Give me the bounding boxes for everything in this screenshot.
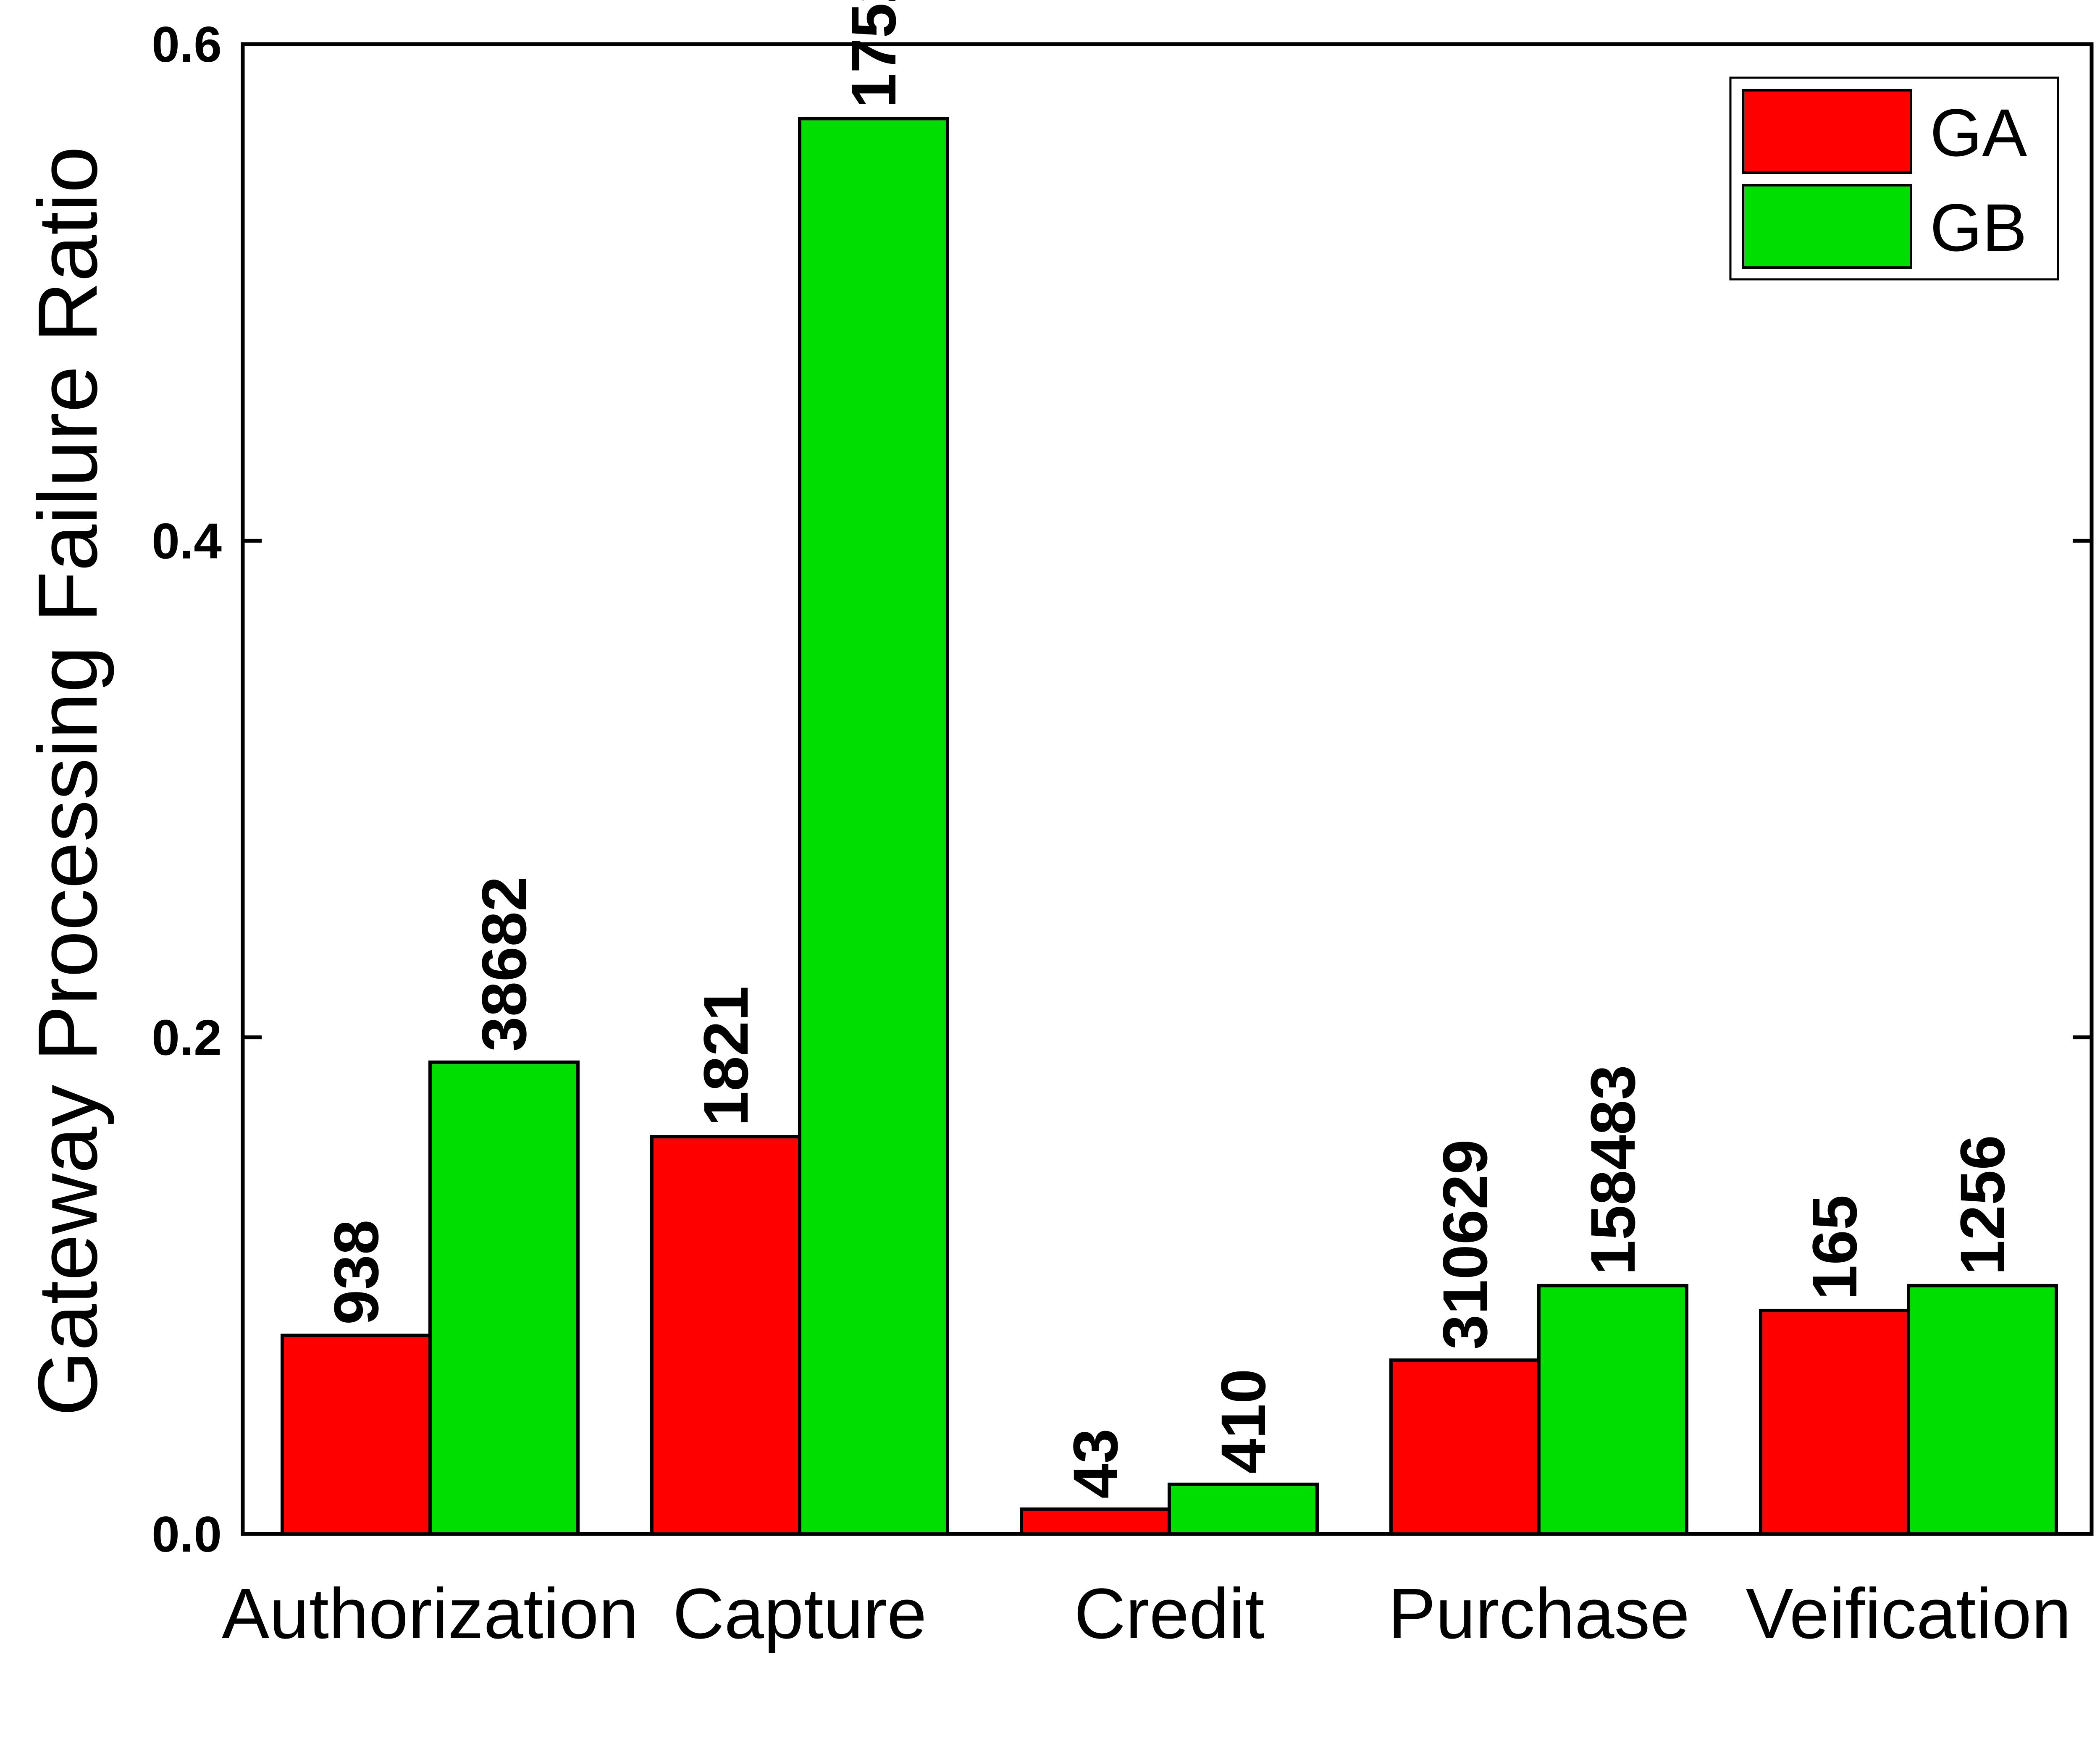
data-label-gb-capture: 175287 [838, 0, 909, 108]
y-tick-label: 0.0 [152, 1506, 222, 1563]
y-axis-title: Gateway Processing Failure Ratio [21, 146, 115, 1416]
bar-gb-credit [1168, 1482, 1319, 1536]
data-label-ga-capture: 1821 [690, 986, 761, 1126]
legend-label-gb: GB [1930, 190, 2027, 265]
bar-ga-veification [1759, 1308, 1910, 1536]
bar-ga-authorization [281, 1334, 432, 1536]
bar-gb-purchase [1537, 1284, 1688, 1536]
bar-gb-veification [1907, 1284, 2058, 1536]
x-tick-label: Capture [673, 1574, 927, 1654]
x-tick-label: Authorization [222, 1574, 638, 1654]
data-label-gb-veification: 1256 [1947, 1135, 2018, 1275]
plot-frame [241, 42, 2094, 1536]
legend-swatch-gb [1742, 184, 1912, 269]
x-tick-label: Purchase [1388, 1574, 1690, 1654]
data-label-gb-authorization: 38682 [469, 877, 539, 1052]
bar-gb-authorization [428, 1060, 580, 1536]
y-tick-label: 0.4 [152, 513, 222, 569]
data-label-ga-authorization: 938 [321, 1220, 391, 1325]
y-tick-label: 0.2 [152, 1010, 222, 1066]
data-label-ga-purchase: 310629 [1430, 1140, 1500, 1350]
legend-label-ga: GA [1930, 95, 2027, 170]
bar-ga-purchase [1389, 1358, 1541, 1536]
legend-swatch-ga [1742, 89, 1912, 174]
y-tick-label: 0.6 [152, 16, 222, 73]
data-label-ga-credit: 43 [1060, 1429, 1131, 1499]
bar-ga-capture [650, 1135, 801, 1536]
data-label-gb-credit: 410 [1208, 1368, 1278, 1473]
data-label-ga-veification: 165 [1799, 1195, 1870, 1300]
x-tick-label: Veification [1746, 1574, 2071, 1654]
data-label-gb-purchase: 158483 [1578, 1065, 1648, 1275]
bar-ga-credit [1020, 1507, 1171, 1536]
x-tick-label: Credit [1074, 1574, 1264, 1654]
bar-gb-capture [798, 117, 949, 1536]
